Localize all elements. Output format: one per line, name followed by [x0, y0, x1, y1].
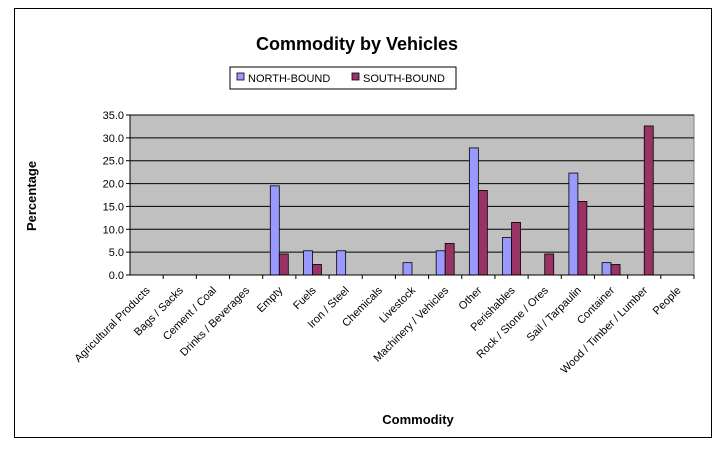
bar-south-bound	[643, 125, 654, 276]
legend-swatch-north	[236, 72, 245, 81]
bar-south-bound	[577, 200, 588, 276]
legend-box	[229, 66, 457, 90]
bar-south-bound	[477, 190, 488, 276]
y-tick-label: 10.0	[103, 224, 124, 236]
bar-north-bound	[502, 237, 512, 276]
bar-south-bound	[444, 243, 455, 276]
bar-south-bound	[278, 253, 289, 276]
plot-area	[129, 114, 695, 276]
y-tick-label: 15.0	[103, 201, 124, 213]
legend-label-north: NORTH-BOUND	[248, 73, 330, 85]
bar-north-bound	[568, 172, 579, 276]
y-axis-title: Percentage	[24, 161, 39, 231]
chart-title: Commodity by Vehicles	[256, 34, 458, 54]
y-axis-ticks: 0.0 5.0 10.0 15.0 20.0 25.0 30.0 35.0	[103, 110, 131, 282]
y-tick-label: 0.0	[109, 270, 124, 282]
legend-label-south: SOUTH-BOUND	[363, 73, 445, 85]
bar-north-bound	[435, 250, 446, 276]
x-axis-title: Commodity	[382, 412, 454, 427]
x-tick-label: People	[651, 285, 684, 318]
legend: NORTH-BOUND SOUTH-BOUND	[229, 66, 457, 90]
bar-south-bound	[511, 222, 521, 276]
gridlines	[130, 114, 694, 253]
bar-north-bound	[269, 185, 280, 276]
bar-south-bound	[312, 264, 322, 276]
y-tick-label: 35.0	[103, 110, 124, 122]
x-tick-label: Empty	[255, 284, 286, 315]
bar-north-bound	[336, 250, 347, 276]
x-tick-label: Other	[457, 284, 485, 312]
y-tick-label: 30.0	[103, 133, 124, 145]
bar-north-bound	[402, 262, 413, 276]
bar-north-bound	[468, 147, 479, 276]
x-tick-label: Fuels	[291, 284, 319, 312]
bar-north-bound	[303, 250, 313, 276]
bar-south-bound	[610, 264, 621, 276]
y-tick-label: 25.0	[103, 156, 124, 168]
y-tick-label: 5.0	[109, 247, 124, 259]
y-tick-label: 20.0	[103, 179, 124, 191]
bar-south-bound	[544, 253, 555, 276]
bar-north-bound	[601, 262, 612, 276]
bars	[269, 125, 654, 276]
legend-swatch-south	[351, 72, 360, 81]
